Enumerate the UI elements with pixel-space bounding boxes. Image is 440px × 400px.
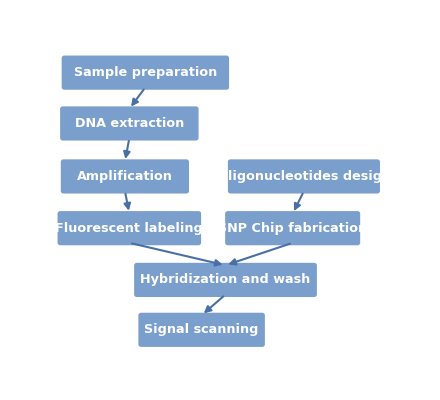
Text: DNA extraction: DNA extraction	[75, 117, 184, 130]
Text: Amplification: Amplification	[77, 170, 173, 183]
Text: Signal scanning: Signal scanning	[144, 323, 259, 336]
Text: Fluorescent labeling: Fluorescent labeling	[55, 222, 203, 235]
FancyBboxPatch shape	[58, 211, 201, 245]
Text: Sample preparation: Sample preparation	[74, 66, 217, 79]
FancyBboxPatch shape	[61, 159, 189, 194]
FancyBboxPatch shape	[228, 159, 380, 194]
Text: Hybridization and wash: Hybridization and wash	[140, 274, 311, 286]
FancyBboxPatch shape	[138, 313, 265, 347]
Text: SNP Chip fabrication: SNP Chip fabrication	[218, 222, 367, 235]
FancyBboxPatch shape	[62, 56, 229, 90]
Text: Oligonucleotides design: Oligonucleotides design	[217, 170, 391, 183]
FancyBboxPatch shape	[60, 106, 198, 140]
FancyBboxPatch shape	[225, 211, 360, 245]
FancyBboxPatch shape	[134, 263, 317, 297]
